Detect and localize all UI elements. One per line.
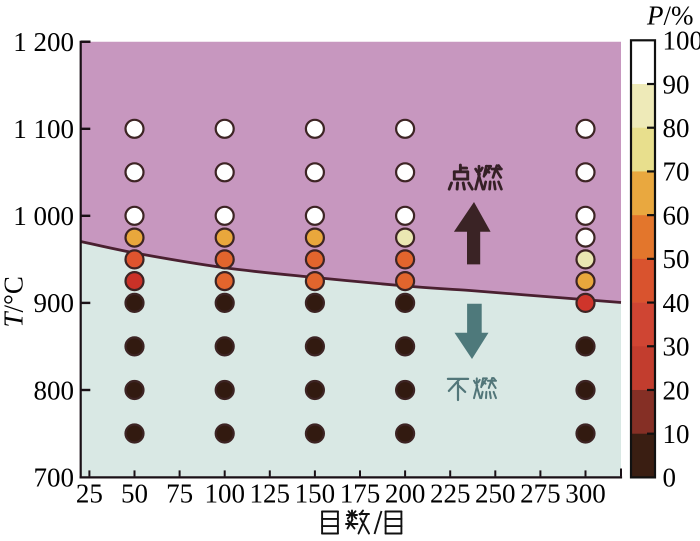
svg-text:60: 60 <box>663 200 690 230</box>
svg-text:30: 30 <box>663 332 690 362</box>
svg-text:P/%: P/% <box>646 1 694 31</box>
svg-text:175: 175 <box>340 479 381 509</box>
svg-text:275: 275 <box>520 479 561 509</box>
svg-text:200: 200 <box>385 479 426 509</box>
svg-text:80: 80 <box>663 113 690 143</box>
svg-text:75: 75 <box>166 479 193 509</box>
svg-text:250: 250 <box>475 479 516 509</box>
svg-text:1 100: 1 100 <box>13 114 74 144</box>
svg-text:225: 225 <box>430 479 471 509</box>
svg-text:20: 20 <box>663 375 690 405</box>
svg-text:100: 100 <box>663 26 700 56</box>
svg-text:50: 50 <box>663 244 690 274</box>
svg-text:900: 900 <box>34 288 75 318</box>
svg-text:40: 40 <box>663 288 690 318</box>
svg-text:150: 150 <box>295 479 336 509</box>
svg-text:0: 0 <box>663 463 677 493</box>
svg-text:100: 100 <box>204 479 245 509</box>
svg-text:90: 90 <box>663 69 690 99</box>
svg-text:125: 125 <box>250 479 291 509</box>
svg-text:1 000: 1 000 <box>13 201 74 231</box>
svg-text:10: 10 <box>663 419 690 449</box>
svg-text:800: 800 <box>34 375 75 405</box>
svg-text:25: 25 <box>76 479 103 509</box>
svg-text:1 200: 1 200 <box>13 27 74 57</box>
svg-text:70: 70 <box>663 157 690 187</box>
svg-text:300: 300 <box>565 479 606 509</box>
svg-text:50: 50 <box>121 479 148 509</box>
svg-text:700: 700 <box>34 462 75 492</box>
svg-text:T/°C: T/°C <box>0 276 29 327</box>
